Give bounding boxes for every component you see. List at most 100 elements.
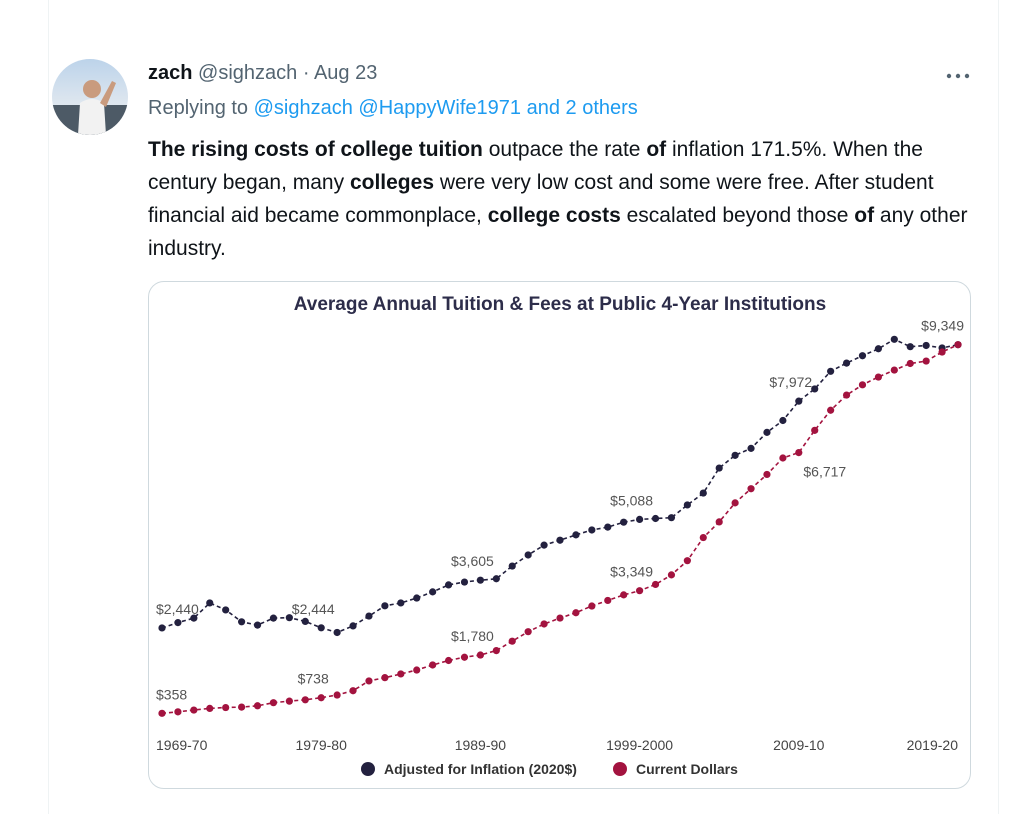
separator: ·	[302, 62, 310, 84]
data-point	[381, 674, 389, 682]
data-point	[779, 416, 787, 425]
data-point	[476, 651, 484, 659]
data-point	[222, 606, 230, 614]
data-point	[922, 341, 930, 350]
legend-label: Adjusted for Inflation (2020$)	[384, 761, 577, 777]
data-point	[731, 451, 739, 459]
data-label: $3,349	[610, 564, 653, 580]
data-point	[349, 622, 357, 630]
x-tick-label: 1989-90	[455, 737, 507, 753]
data-point	[779, 454, 787, 462]
data-point	[540, 620, 548, 628]
data-point	[683, 557, 691, 565]
data-point	[365, 677, 373, 685]
data-label: $9,349	[921, 318, 964, 334]
data-point	[890, 335, 898, 343]
data-label: $2,440	[156, 601, 199, 617]
data-point	[285, 697, 293, 705]
data-point	[556, 614, 564, 622]
data-point	[429, 661, 437, 669]
author-name[interactable]: zach	[148, 62, 193, 84]
tweet-date[interactable]: Aug 23	[313, 62, 378, 84]
data-point	[158, 709, 166, 717]
data-point	[651, 580, 660, 589]
text-segment: college costs	[487, 204, 621, 227]
data-point	[667, 514, 676, 522]
column-border	[998, 0, 999, 814]
data-point	[620, 591, 628, 599]
data-point	[429, 588, 437, 596]
data-point	[253, 702, 262, 710]
text-segment: were very low cost and some were free. A…	[148, 171, 940, 227]
data-point	[890, 366, 898, 374]
data-point	[667, 571, 676, 579]
data-point	[699, 533, 707, 542]
data-point	[397, 670, 405, 678]
x-tick-label: 1969-70	[156, 737, 208, 753]
more-button[interactable]	[944, 66, 972, 86]
text-segment: of	[646, 138, 667, 161]
data-point	[874, 345, 883, 353]
data-point	[811, 426, 819, 434]
author-handle[interactable]: @sighzach	[198, 62, 298, 84]
tweet-header: zach @sighzach · Aug 23	[148, 62, 377, 85]
data-point	[476, 576, 484, 584]
data-label: $7,972	[769, 374, 812, 390]
chart-card[interactable]	[148, 281, 971, 789]
chart-title: Average Annual Tuition & Fees at Public …	[294, 294, 826, 315]
reply-mentions[interactable]: @sighzach @HappyWife1971 and 2 others	[253, 97, 638, 119]
data-point	[238, 618, 246, 626]
data-point	[795, 449, 803, 457]
column-border	[48, 0, 49, 814]
data-point	[460, 578, 469, 586]
data-point	[301, 617, 309, 626]
data-point	[381, 602, 389, 610]
data-point	[349, 687, 357, 695]
text-segment: escalated beyond those	[620, 204, 855, 227]
data-point	[842, 391, 851, 399]
data-point	[874, 373, 883, 381]
data-label: $358	[156, 686, 187, 702]
data-point	[206, 704, 214, 713]
data-point	[444, 656, 453, 665]
data-point	[269, 699, 278, 707]
data-point	[588, 602, 596, 610]
data-point	[190, 614, 198, 622]
data-point	[206, 599, 214, 607]
data-point	[763, 470, 771, 479]
data-point	[524, 551, 532, 559]
data-point	[365, 612, 373, 620]
data-point	[285, 614, 293, 622]
legend-marker	[613, 762, 627, 776]
reply-prefix: Replying to	[148, 97, 249, 119]
data-point	[636, 587, 644, 595]
data-point	[269, 614, 278, 622]
data-point	[827, 406, 835, 414]
data-point	[954, 341, 962, 349]
data-point	[731, 499, 739, 507]
series-line	[161, 343, 959, 715]
data-point	[222, 703, 230, 712]
data-point	[413, 594, 421, 602]
data-point	[158, 624, 166, 632]
legend-label: Current Dollars	[636, 761, 738, 777]
data-point	[683, 501, 691, 509]
text-segment: colleges	[349, 171, 434, 194]
data-point	[827, 367, 835, 375]
data-point	[795, 397, 803, 405]
data-label: $3,605	[451, 553, 494, 569]
data-point	[604, 596, 612, 605]
data-point	[253, 621, 262, 629]
data-point	[492, 575, 500, 583]
data-point	[858, 352, 867, 360]
data-point	[444, 581, 453, 589]
data-point	[301, 696, 309, 704]
data-point	[333, 628, 341, 637]
data-point	[906, 359, 914, 368]
data-point	[858, 381, 867, 389]
data-point	[460, 653, 469, 661]
data-label: $6,717	[803, 464, 846, 480]
data-point	[811, 385, 819, 393]
